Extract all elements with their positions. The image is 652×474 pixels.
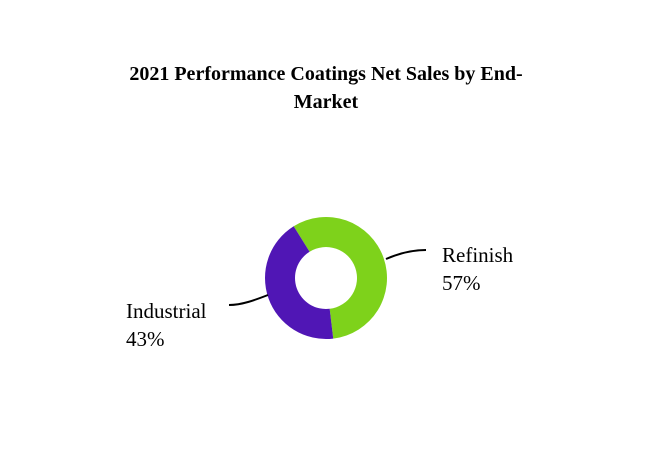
slice-value-refinish: 57% bbox=[442, 271, 481, 295]
leader-lines bbox=[228, 249, 427, 306]
chart-title-line-2: Market bbox=[293, 91, 359, 113]
slice-label-industrial: Industrial bbox=[126, 299, 207, 323]
donut-slices bbox=[265, 216, 388, 339]
slice-labels: Refinish 57% Industrial 43% bbox=[126, 243, 514, 351]
chart-title: 2021 Performance Coatings Net Sales by E… bbox=[0, 60, 652, 116]
slice-industrial bbox=[265, 226, 334, 339]
leader-line-industrial bbox=[228, 294, 269, 306]
leader-line-refinish bbox=[385, 249, 427, 260]
chart-title-line-1: 2021 Performance Coatings Net Sales by E… bbox=[129, 63, 523, 85]
slice-refinish bbox=[293, 216, 388, 339]
slice-label-refinish: Refinish bbox=[442, 243, 514, 267]
slice-value-industrial: 43% bbox=[126, 327, 165, 351]
